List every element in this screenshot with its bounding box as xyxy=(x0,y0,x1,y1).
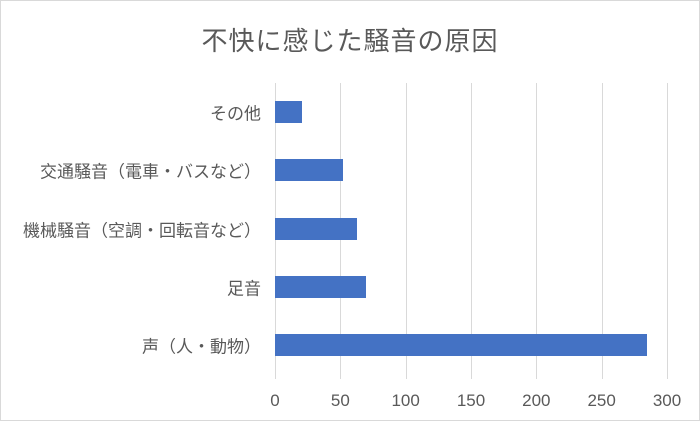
category-axis: その他交通騒音（電車・バスなど） 機械騒音（空調・回転音など） 足音声（人・動物） xyxy=(1,83,268,374)
category-label: 交通騒音（電車・バスなど） xyxy=(40,162,261,182)
gridline xyxy=(536,83,538,379)
x-tick-label: 250 xyxy=(587,391,616,410)
gridline xyxy=(405,83,407,379)
bar-4 xyxy=(275,275,367,298)
category-label: 足音 xyxy=(227,279,261,299)
gridline xyxy=(601,83,603,379)
x-tick-label: 300 xyxy=(652,391,682,410)
bar-3 xyxy=(275,217,358,240)
gridline xyxy=(667,83,668,379)
bar-5 xyxy=(275,333,648,356)
plot-area: 0 50 100 150 200 250 300 xyxy=(270,83,681,410)
x-tick-label: 200 xyxy=(522,391,551,410)
chart-title: 不快に感じた騒音の原因 xyxy=(201,26,499,56)
gridline xyxy=(471,83,472,379)
bar-1 xyxy=(275,101,303,124)
x-tick-label: 100 xyxy=(391,391,420,410)
bar-2 xyxy=(275,159,343,182)
x-tick-label: 0 xyxy=(270,391,280,410)
x-tick-label: 50 xyxy=(330,391,350,410)
x-tick-label: 150 xyxy=(456,391,486,410)
category-label: 声（人・動物） xyxy=(142,337,261,357)
category-label: その他 xyxy=(210,104,261,124)
category-label: 機械騒音（空調・回転音など） xyxy=(23,221,261,240)
